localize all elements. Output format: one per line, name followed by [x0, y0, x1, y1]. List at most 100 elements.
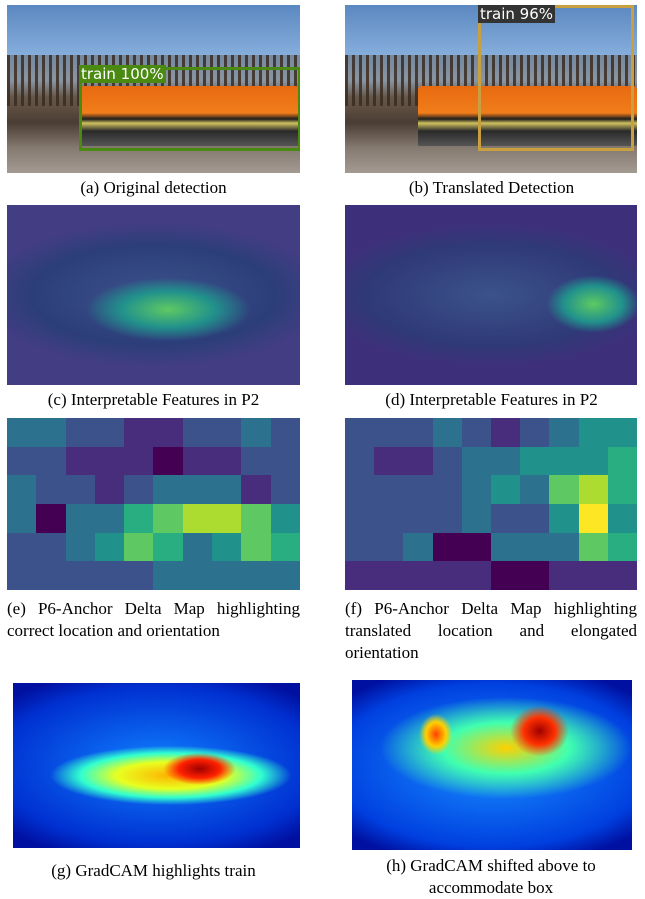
gradcam-map: [352, 680, 632, 850]
heatmap-cell: [153, 447, 182, 476]
heatmap-cell: [7, 447, 36, 476]
heatmap-cell: [183, 504, 212, 533]
heatmap-cell: [549, 418, 578, 447]
heatmap-cell: [124, 447, 153, 476]
heatmap-cell: [241, 418, 270, 447]
heatmap-cell: [374, 475, 403, 504]
heatmap-cell: [549, 447, 578, 476]
heatmap-cell: [491, 504, 520, 533]
heatmap-cell: [124, 418, 153, 447]
translated-detection-image: train 96%: [345, 5, 637, 173]
heatmap-cell: [608, 504, 637, 533]
p2-feature-map: [345, 205, 637, 385]
caption: (c) Interpretable Features in P2: [0, 389, 307, 411]
heatmap-cell: [520, 561, 549, 590]
heatmap-cell: [66, 418, 95, 447]
heatmap-cell: [183, 418, 212, 447]
heatmap-cell: [36, 447, 65, 476]
heatmap-cell: [403, 504, 432, 533]
heatmap-cell: [579, 418, 608, 447]
heatmap-cell: [433, 533, 462, 562]
heatmap-cell: [241, 504, 270, 533]
heatmap-cell: [374, 418, 403, 447]
heatmap-cell: [66, 533, 95, 562]
heatmap-cell: [271, 475, 300, 504]
heatmap-cell: [345, 447, 374, 476]
heatmap-cell: [549, 475, 578, 504]
heatmap-cell: [95, 561, 124, 590]
heatmap-cell: [579, 504, 608, 533]
heatmap-cell: [36, 475, 65, 504]
heatmap-cell: [95, 447, 124, 476]
heatmap-cell: [403, 561, 432, 590]
caption: (b) Translated Detection: [338, 177, 645, 199]
heatmap-cell: [462, 447, 491, 476]
detection-label: train 96%: [478, 5, 555, 23]
p2-feature-map: [7, 205, 300, 385]
heatmap-cell: [124, 475, 153, 504]
heatmap-cell: [212, 418, 241, 447]
heatmap-cell: [124, 504, 153, 533]
heatmap-cell: [271, 504, 300, 533]
heatmap-cell: [271, 418, 300, 447]
heatmap-cell: [183, 533, 212, 562]
heatmap-cell: [7, 475, 36, 504]
caption: (e) P6-Anchor Delta Map highlighting cor…: [7, 598, 300, 642]
heatmap-cell: [7, 418, 36, 447]
heatmap-cell: [520, 447, 549, 476]
detection-label: train 100%: [79, 65, 166, 83]
heatmap-cell: [153, 504, 182, 533]
heatmap-cell: [271, 447, 300, 476]
heatmap-cell: [124, 561, 153, 590]
heatmap-cell: [374, 504, 403, 533]
heatmap-cell: [608, 533, 637, 562]
heatmap-cell: [462, 475, 491, 504]
heatmap-cell: [66, 447, 95, 476]
heatmap-cell: [271, 533, 300, 562]
heatmap-cell: [403, 418, 432, 447]
heatmap-cell: [183, 475, 212, 504]
heatmap-cell: [95, 475, 124, 504]
heatmap-cell: [491, 447, 520, 476]
heatmap-cell: [579, 561, 608, 590]
heatmap-cell: [95, 418, 124, 447]
heatmap-cell: [36, 418, 65, 447]
heatmap-cell: [579, 475, 608, 504]
heatmap-cell: [241, 561, 270, 590]
detection-box: [478, 5, 634, 151]
heatmap-cell: [153, 561, 182, 590]
heatmap-cell: [153, 418, 182, 447]
heatmap-cell: [549, 533, 578, 562]
heatmap-cell: [345, 475, 374, 504]
heatmap-cell: [153, 533, 182, 562]
heatmap-cell: [403, 475, 432, 504]
heatmap-cell: [433, 504, 462, 533]
heatmap-cell: [579, 533, 608, 562]
heatmap-cell: [403, 533, 432, 562]
heatmap-cell: [345, 533, 374, 562]
heatmap-cell: [608, 475, 637, 504]
heatmap-cell: [212, 447, 241, 476]
heatmap-cell: [36, 533, 65, 562]
heatmap-cell: [374, 533, 403, 562]
heatmap-cell: [374, 447, 403, 476]
figure: train 100% (a) Original detection train …: [0, 0, 645, 899]
heatmap-cell: [491, 418, 520, 447]
heatmap-cell: [433, 447, 462, 476]
heatmap-cell: [271, 561, 300, 590]
heatmap-cell: [491, 533, 520, 562]
heatmap-cell: [491, 561, 520, 590]
original-detection-image: train 100%: [7, 5, 300, 173]
caption: (g) GradCAM highlights train: [0, 860, 307, 882]
caption: (h) GradCAM shifted above to accommodate…: [345, 855, 637, 899]
heatmap-cell: [608, 447, 637, 476]
heatmap-cell: [241, 447, 270, 476]
heatmap-cell: [433, 475, 462, 504]
caption: (d) Interpretable Features in P2: [338, 389, 645, 411]
heatmap-cell: [153, 475, 182, 504]
heatmap-cell: [7, 561, 36, 590]
anchor-delta-map: [345, 418, 637, 590]
heatmap-cell: [66, 504, 95, 533]
heatmap-cell: [608, 561, 637, 590]
heatmap-cell: [66, 475, 95, 504]
